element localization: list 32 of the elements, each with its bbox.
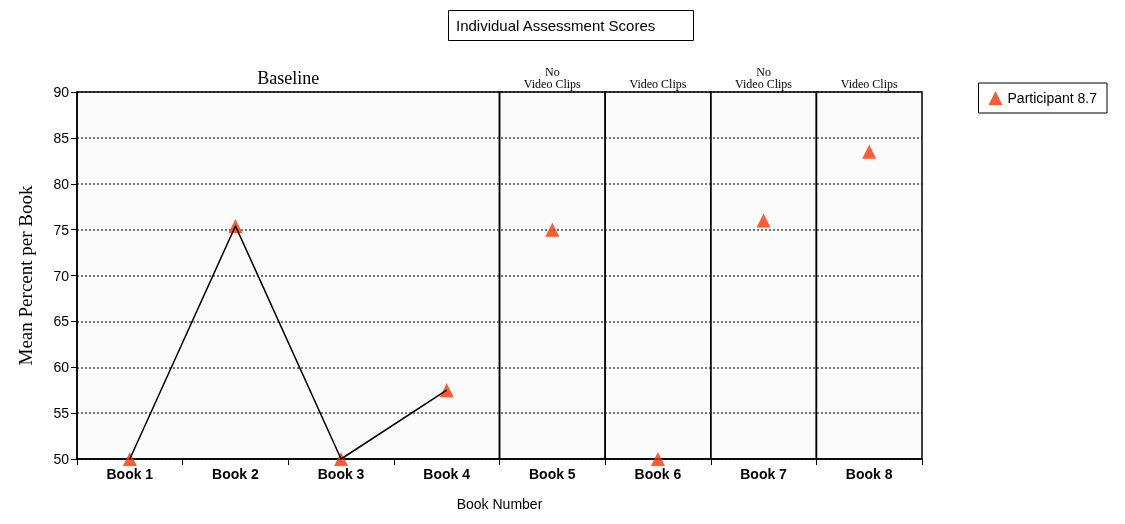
x-tick-label: Book 7 bbox=[740, 466, 788, 482]
y-tick-label: 70 bbox=[53, 267, 70, 284]
band-label: Video Clips bbox=[629, 77, 687, 91]
point bbox=[545, 222, 560, 237]
y-tick-label: 75 bbox=[53, 221, 70, 238]
band-label: Baseline bbox=[257, 68, 320, 88]
x-tick-label: Book 5 bbox=[528, 466, 576, 482]
x-tick-label: Book 3 bbox=[317, 466, 365, 482]
x-tick-label: Book 2 bbox=[212, 466, 259, 482]
point bbox=[862, 144, 877, 159]
legend-label: Participant 8.7 bbox=[1007, 90, 1098, 106]
chart-title: Individual Assessment Scores bbox=[456, 17, 656, 34]
x-tick-label: Book 6 bbox=[634, 466, 682, 482]
band-label: No Video Clips bbox=[523, 65, 582, 91]
point bbox=[756, 213, 771, 228]
y-tick-label: 80 bbox=[53, 175, 70, 192]
y-tick-label: 60 bbox=[53, 359, 70, 376]
x-tick-label: Book 4 bbox=[423, 466, 471, 482]
point bbox=[334, 452, 349, 466]
y-tick-label: 55 bbox=[53, 405, 70, 422]
y-axis-title: Mean Percent per Book bbox=[15, 185, 36, 366]
x-tick-label: Book 1 bbox=[106, 466, 154, 482]
point bbox=[122, 452, 137, 466]
y-tick-label: 90 bbox=[53, 84, 70, 100]
x-axis-title: Book Number bbox=[456, 496, 543, 512]
y-tick-label: 50 bbox=[53, 451, 70, 467]
y-tick-label: 65 bbox=[53, 313, 70, 330]
x-tick-label: Book 8 bbox=[845, 466, 893, 482]
band-label: No Video Clips bbox=[735, 65, 793, 91]
point bbox=[650, 452, 665, 466]
band-label: Video Clips bbox=[840, 77, 898, 91]
y-tick-label: 85 bbox=[53, 129, 70, 146]
